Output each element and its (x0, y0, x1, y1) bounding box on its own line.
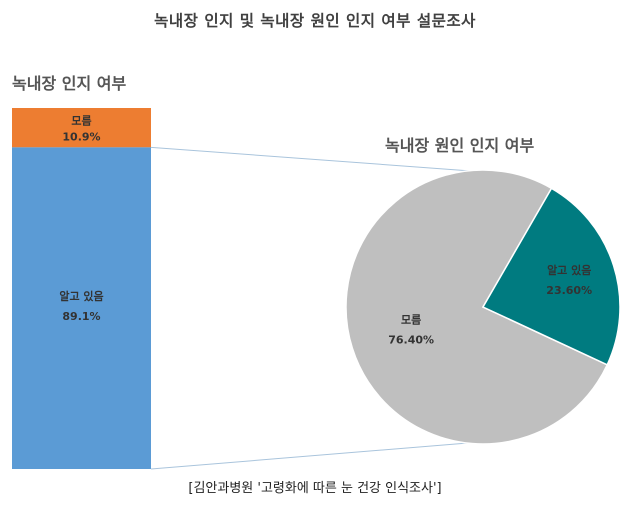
pie-label-algo-value: 23.60% (546, 284, 592, 297)
connector-line-top (150, 146, 472, 172)
pie-chart-title: 녹내장 원인 인지 여부 (385, 136, 535, 155)
bar-segment-morum (12, 108, 151, 148)
pie-slice-algo-isseum (481, 187, 621, 366)
chart-source-note: [김안과병원 '고령화에 따른 눈 건강 인식조사'] (188, 481, 442, 496)
chart-main-title: 녹내장 인지 및 녹내장 원인 인지 여부 설문조사 (154, 12, 476, 30)
bar-segment-algo-isseum (12, 147, 151, 469)
bar-label-morum-category: 모름 (71, 115, 91, 128)
connector-line-bottom (150, 442, 469, 470)
pie-label-morum-category: 모름 (401, 314, 421, 327)
bar-label-algo-category: 알고 있음 (59, 289, 103, 303)
bar-chart-title: 녹내장 인지 여부 (12, 74, 127, 93)
pie-slice-morum (345, 169, 609, 445)
bar-label-morum-value: 10.9% (62, 131, 100, 144)
pie-label-morum-value: 76.40% (388, 334, 434, 347)
pie-label-algo-category: 알고 있음 (547, 263, 591, 277)
bar-label-algo-value: 89.1% (62, 310, 100, 323)
